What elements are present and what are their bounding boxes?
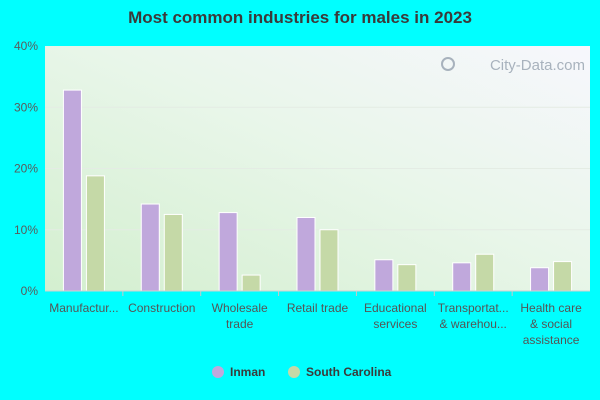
watermark-text: City-Data.com [490, 57, 585, 74]
bar-south-carolina [163, 213, 183, 292]
bar-inman [218, 212, 238, 292]
legend-label: Inman [230, 365, 265, 379]
x-category-label: Wholesale [212, 301, 268, 315]
x-category-label: Educational [364, 301, 427, 315]
bar-inman [296, 217, 316, 292]
x-category-label: Retail trade [287, 301, 349, 315]
x-category-label: & warehou... [440, 317, 507, 331]
bar-south-carolina [85, 175, 105, 292]
bar-inman [374, 259, 394, 292]
x-category-label: Health care [520, 301, 582, 315]
bar-inman [530, 267, 550, 292]
x-category-label: trade [226, 317, 254, 331]
x-category-label: Manufactur... [49, 301, 118, 315]
bar-inman [452, 262, 472, 292]
bar-south-carolina [241, 274, 261, 292]
legend-swatch [212, 366, 224, 378]
x-category-label: & social [530, 317, 572, 331]
bar-south-carolina [319, 229, 339, 292]
watermark-magnifier-icon [441, 57, 455, 71]
y-tick-label: 30% [14, 100, 38, 114]
y-tick-label: 0% [21, 284, 39, 298]
bar-inman [140, 203, 160, 292]
bar-south-carolina [475, 253, 495, 292]
y-tick-label: 20% [14, 162, 38, 176]
y-tick-label: 40% [14, 39, 38, 53]
bar-south-carolina [397, 264, 417, 292]
legend-label: South Carolina [306, 365, 392, 379]
chart-title: Most common industries for males in 2023 [128, 8, 472, 27]
y-tick-label: 10% [14, 223, 38, 237]
x-category-label: assistance [523, 333, 580, 347]
x-category-label: Transportat... [438, 301, 509, 315]
bar-inman [62, 89, 82, 292]
legend-swatch [288, 366, 300, 378]
x-category-label: services [373, 317, 417, 331]
bar-south-carolina [553, 261, 573, 292]
x-category-label: Construction [128, 301, 195, 315]
